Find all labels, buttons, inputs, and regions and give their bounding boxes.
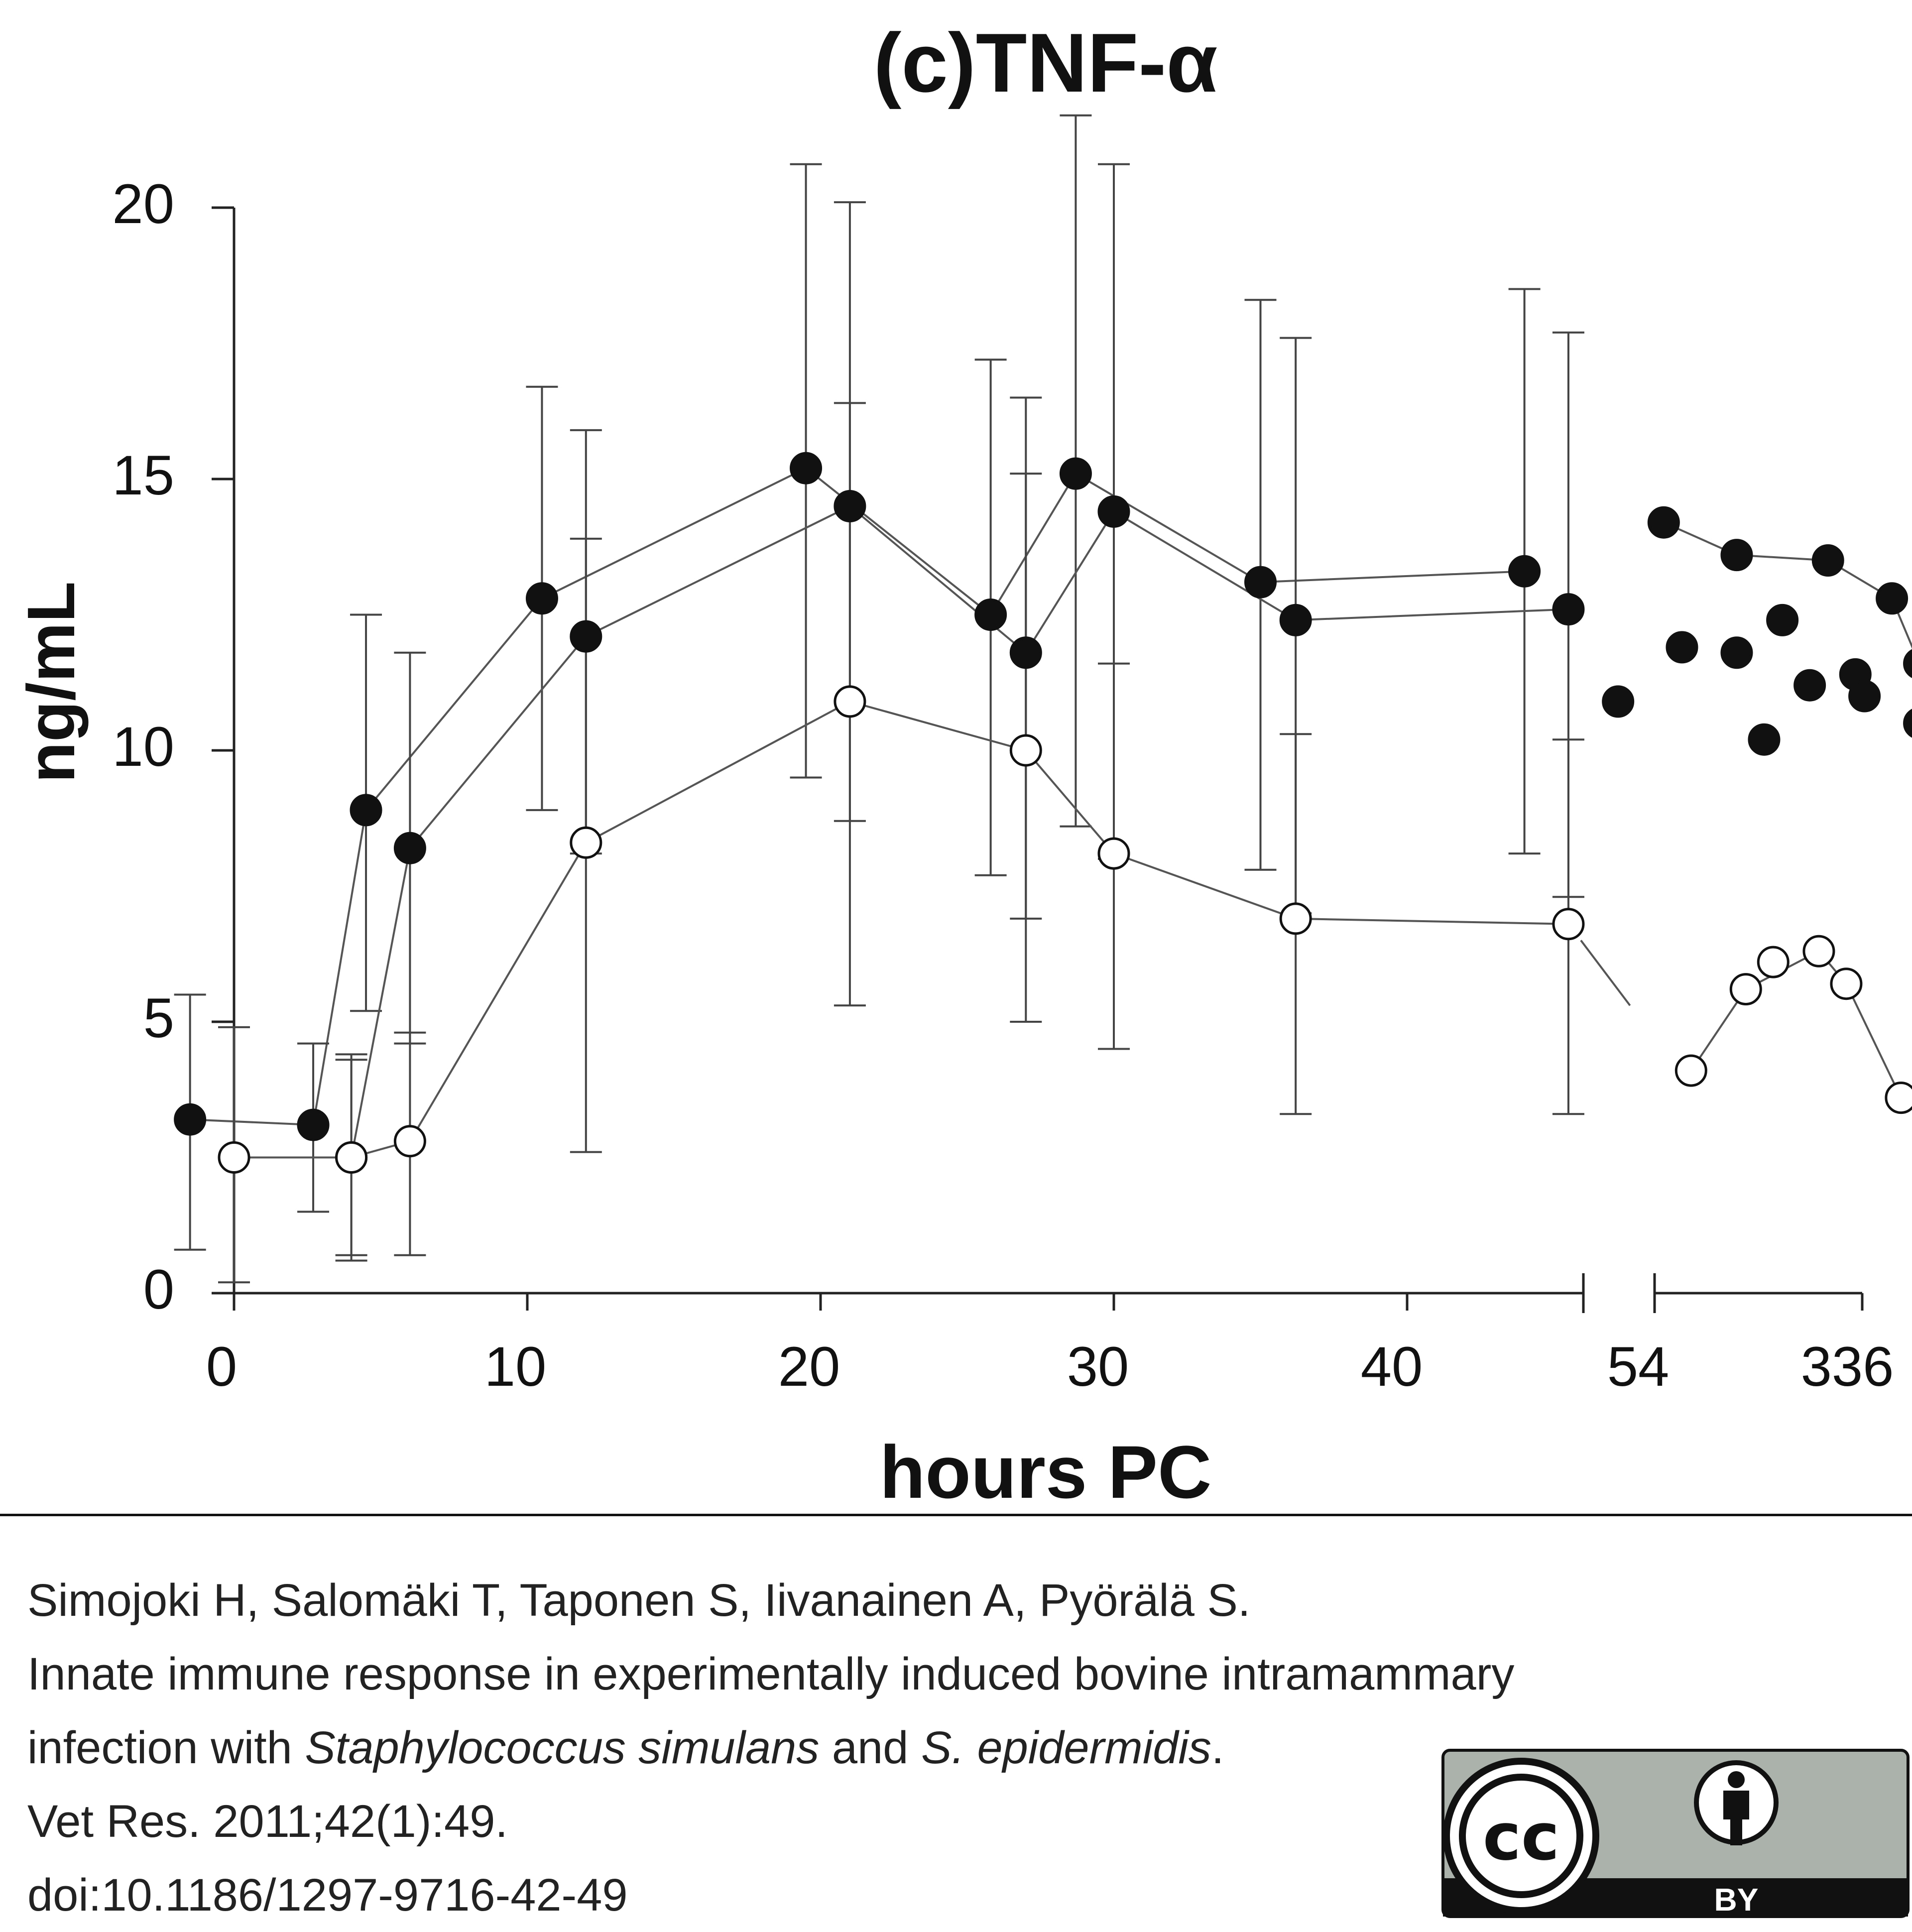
cc-logo-inner [1459, 1774, 1583, 1898]
x-tick-label-10: 10 [484, 1335, 547, 1398]
late-open-point-3 [1802, 935, 1835, 967]
data-point-1-6 [1279, 604, 1312, 636]
tnf-alpha-chart [174, 114, 1912, 1313]
data-point-1-5 [1097, 495, 1130, 528]
data-point-0-4 [790, 452, 823, 484]
late-open-point-5 [1885, 1082, 1912, 1114]
late-filled-point-7 [1793, 669, 1826, 702]
late-filled-point-2 [1811, 544, 1844, 577]
late-open-point-0 [1674, 1054, 1707, 1087]
late-filled-point-4 [1666, 631, 1698, 664]
data-point-2-8 [1552, 908, 1585, 941]
data-point-2-3 [570, 826, 602, 859]
license-by-text: BY [1714, 1882, 1759, 1918]
data-point-0-0 [174, 1103, 207, 1136]
late-open-point-4 [1830, 967, 1863, 1000]
late-filled-point-13 [1903, 709, 1912, 738]
series-line-0 [190, 467, 1525, 1126]
y-axis-label: ng/mL [13, 581, 89, 783]
citation-journal: Vet Res. 2011;42(1):49. [27, 1796, 508, 1847]
y-tick-label-10: 10 [112, 716, 174, 778]
late-filled-point-1 [1720, 539, 1753, 572]
attribution-person-icon [1694, 1760, 1779, 1845]
late-filled-point-14 [1848, 680, 1881, 713]
data-point-0-2 [350, 794, 382, 827]
data-point-2-7 [1279, 902, 1312, 935]
data-point-1-7 [1552, 593, 1585, 626]
data-point-2-0 [218, 1141, 250, 1174]
cc-logo-text: cc [1483, 1799, 1559, 1875]
citation-period: . [1211, 1722, 1224, 1773]
data-point-0-1 [297, 1108, 330, 1141]
late-open-line [1690, 950, 1912, 1103]
data-point-1-1 [393, 832, 426, 864]
x-tick-label-0: 0 [206, 1335, 238, 1398]
data-point-1-2 [570, 620, 602, 653]
data-point-1-4 [1009, 636, 1042, 669]
y-tick-label-20: 20 [112, 173, 174, 235]
late-filled-point-5 [1720, 636, 1753, 669]
late-filled-point-0 [1647, 506, 1680, 539]
data-point-2-4 [834, 685, 866, 718]
late-filled-point-6 [1766, 604, 1799, 636]
chart-title: (c)TNF-α [873, 16, 1218, 110]
open-series-tail [1580, 940, 1631, 1006]
data-point-1-3 [834, 490, 866, 522]
late-filled-line [1663, 521, 1912, 649]
x-axis-label: hours PC [879, 1430, 1212, 1514]
citation-doi: doi:10.1186/1297-9716-42-49 [27, 1870, 628, 1921]
late-open-point-2 [1757, 946, 1790, 978]
citation-title-line2: infection with Staphylococcus simulans a… [27, 1711, 1514, 1785]
y-tick-label-15: 15 [112, 444, 174, 506]
citation-conjunction: and [819, 1722, 921, 1773]
data-point-2-1 [335, 1141, 368, 1174]
x-tick-label-40: 40 [1360, 1335, 1423, 1398]
citation-title-prefix: infection with [27, 1722, 305, 1773]
data-point-0-5 [974, 599, 1007, 631]
data-point-0-8 [1508, 555, 1541, 588]
late-filled-point-11 [1602, 685, 1635, 718]
data-point-0-3 [525, 582, 558, 615]
citation-species-1: Staphylococcus simulans [305, 1722, 820, 1773]
series-line-1 [350, 505, 1569, 1158]
citation-authors: Simojoki H, Salomäki T, Taponen S, Iivan… [27, 1575, 1251, 1626]
x-tick-label-336: 336 [1800, 1335, 1894, 1398]
citation-block: Simojoki H, Salomäki T, Taponen S, Iivan… [27, 1564, 1514, 1932]
data-point-0-7 [1244, 566, 1277, 599]
x-tick-label-30: 30 [1067, 1335, 1129, 1398]
y-tick-label-5: 5 [143, 987, 174, 1049]
citation-species-2: S. epidermidis [921, 1722, 1211, 1773]
y-tick-label-0: 0 [143, 1258, 174, 1321]
divider-rule [0, 1514, 1912, 1516]
late-open-point-1 [1729, 973, 1762, 1006]
data-point-0-6 [1059, 457, 1092, 490]
data-point-2-2 [393, 1125, 426, 1158]
x-tick-label-54: 54 [1607, 1335, 1670, 1398]
late-filled-point-9 [1903, 649, 1912, 678]
data-point-2-6 [1097, 837, 1130, 870]
data-point-2-5 [1009, 734, 1042, 767]
x-tick-label-20: 20 [778, 1335, 840, 1398]
citation-title-line1: Innate immune response in experimentally… [27, 1649, 1515, 1699]
late-filled-point-12 [1748, 723, 1781, 756]
series-line-2 [234, 700, 1568, 1159]
cc-by-license-badge: cc BY [1441, 1749, 1910, 1918]
late-filled-point-3 [1876, 582, 1909, 615]
